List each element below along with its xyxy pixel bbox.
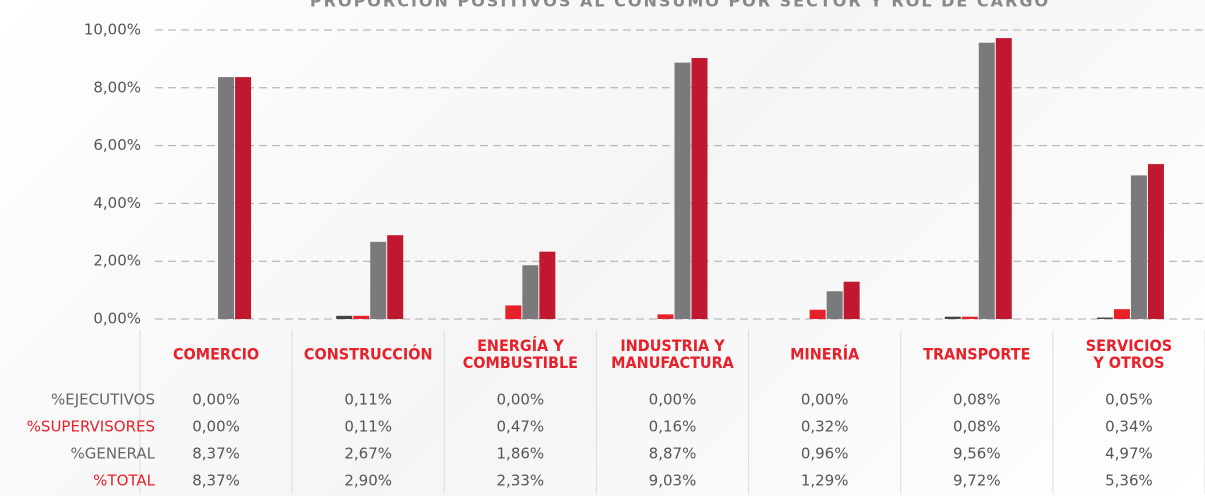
y-tick-label: 10,00% [84,21,141,39]
table-cell: 0,16% [649,418,697,436]
table-cell: 0,96% [801,445,849,463]
table-cell: 0,47% [497,418,545,436]
bar [1113,309,1130,319]
row-label: %TOTAL [93,472,155,490]
table-cell: 1,86% [497,445,545,463]
bar [353,315,370,319]
x-tick-label: MINERÍA [790,345,860,364]
table-cell: 5,36% [1105,472,1153,490]
table-cell: 0,32% [801,418,849,436]
y-tick-label: 4,00% [93,194,141,212]
x-tick-label: ENERGÍA Y COMBUSTIBLE [463,336,578,372]
bar [944,316,961,319]
x-tick-label: INDUSTRIA Y MANUFACTURA [611,336,735,372]
bar [1130,175,1147,319]
table-cell: 9,72% [953,472,1001,490]
row-label: %EJECUTIVOS [51,391,155,409]
bar [539,251,556,319]
table-cell: 0,08% [953,391,1001,409]
y-tick-label: 0,00% [93,310,141,328]
table-cell: 0,00% [649,391,697,409]
x-tick-label: TRANSPORTE [923,345,1030,364]
table-cell: 0,11% [344,391,392,409]
bar [370,241,387,319]
bar [826,291,843,319]
y-tick-label: 2,00% [93,252,141,270]
table-cell: 9,56% [953,445,1001,463]
row-label: %GENERAL [71,445,156,463]
table-cell: 8,37% [192,445,240,463]
chart-title: PROPORCIÓN POSITIVOS AL CONSUMO POR SECT… [310,0,1050,11]
table-cell: 1,29% [801,472,849,490]
row-label: %SUPERVISORES [27,418,155,436]
bar [809,309,826,319]
bar [691,58,708,320]
x-tick-label: COMERCIO [173,345,259,364]
bar [978,42,995,319]
table-cell: 2,90% [344,472,392,490]
x-tick-label: SERVICIOS Y OTROS [1086,336,1172,372]
bar [961,316,978,319]
y-tick-label: 8,00% [93,78,141,96]
x-tick-label: CONSTRUCCIÓN [304,345,433,364]
table-cell: 0,05% [1105,391,1153,409]
table-cell: 0,11% [344,418,392,436]
table-cell: 0,08% [953,418,1001,436]
table-cell: 2,33% [497,472,545,490]
table-cell: 8,37% [192,472,240,490]
table-cell: 0,34% [1105,418,1153,436]
y-tick-label: 6,00% [93,136,141,154]
bar [336,315,353,319]
bar [1096,317,1113,319]
table-cell: 0,00% [192,391,240,409]
bar [1147,164,1164,319]
bar [235,77,252,320]
bar [522,265,539,319]
table-cell: 4,97% [1105,445,1153,463]
table-cell: 2,67% [344,445,392,463]
bar [674,62,691,319]
bar [505,305,522,319]
bar [657,314,674,319]
table-cell: 0,00% [192,418,240,436]
bar [387,235,404,319]
table-cell: 9,03% [649,472,697,490]
bar [843,281,860,319]
table-cell: 0,00% [801,391,849,409]
table-cell: 8,87% [649,445,697,463]
bar [995,38,1012,319]
table-cell: 0,00% [497,391,545,409]
bar [218,77,235,320]
